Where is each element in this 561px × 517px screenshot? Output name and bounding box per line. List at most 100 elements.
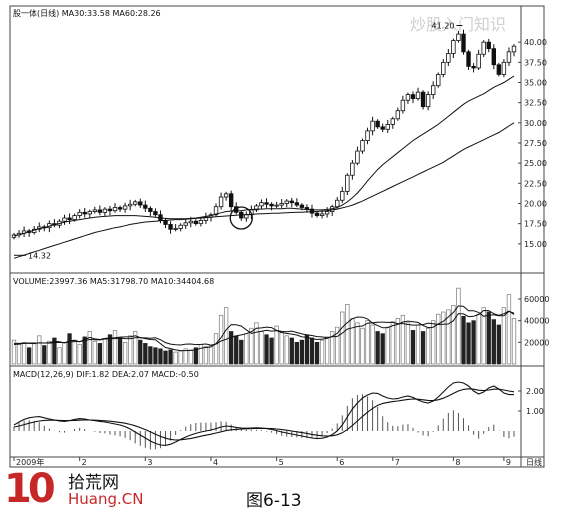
candle-body <box>410 94 416 100</box>
candlestick <box>385 119 390 133</box>
candle-body <box>314 212 320 216</box>
candlestick <box>456 30 461 43</box>
volume-bar <box>496 324 501 365</box>
candlestick <box>82 207 87 218</box>
candlestick <box>405 92 411 104</box>
candlestick <box>294 198 300 208</box>
candlestick <box>11 232 17 240</box>
candlestick <box>491 44 496 70</box>
price-tick-label: 15.00 <box>524 240 547 249</box>
volume-bar <box>345 304 350 365</box>
candle-body <box>218 196 224 208</box>
volume-bar <box>390 321 395 365</box>
volume-panel <box>11 287 517 365</box>
candle-body <box>309 208 315 214</box>
chart-frame <box>9 5 545 468</box>
volume-bar <box>511 318 517 365</box>
candlestick <box>168 221 173 234</box>
candle-body <box>62 217 67 222</box>
volume-bar <box>314 341 320 365</box>
volume-bar <box>97 343 103 365</box>
volume-bar <box>350 318 355 365</box>
candlestick <box>360 138 365 154</box>
volume-bar <box>375 331 380 365</box>
volume-bar <box>264 334 269 365</box>
candle-body <box>496 64 502 75</box>
price-tick-label: 17.50 <box>524 220 547 229</box>
price-tick-label: 25.00 <box>524 159 547 168</box>
candle-body <box>491 48 496 66</box>
macd-tick-label: 2.00 <box>526 387 544 396</box>
price-header: 股一体(日线) MA30:33.58 MA60:28.26 <box>13 8 161 18</box>
candle-body <box>370 120 375 132</box>
candle-body <box>506 51 512 63</box>
volume-bar <box>153 347 158 365</box>
candlestick <box>506 47 512 66</box>
candle-body <box>223 193 229 198</box>
candle-body <box>476 53 481 69</box>
candlestick <box>380 123 385 133</box>
volume-bar <box>148 346 153 365</box>
volume-bar <box>112 330 118 365</box>
candlestick <box>481 40 486 58</box>
ma30-line <box>13 75 515 237</box>
volume-bar <box>244 333 249 365</box>
candlestick <box>244 211 249 222</box>
candlestick <box>21 226 27 237</box>
price-tick-label: 20.00 <box>524 199 547 208</box>
volume-bar <box>461 315 466 365</box>
macd-dif-line <box>13 381 514 446</box>
candle-body <box>178 224 183 229</box>
candle-body <box>168 224 173 230</box>
candle-body <box>335 199 340 208</box>
volume-bar <box>324 336 330 365</box>
candle-body <box>365 130 370 141</box>
candlestick <box>350 159 355 180</box>
volume-bar <box>431 320 436 365</box>
volume-bar <box>87 331 92 365</box>
volume-bar <box>173 351 178 365</box>
candlestick <box>284 199 289 208</box>
candle-body <box>385 124 390 130</box>
candle-body <box>289 200 294 204</box>
volume-bar <box>198 344 204 365</box>
volume-bar <box>208 345 214 365</box>
candle-body <box>163 220 168 225</box>
candlestick <box>319 210 325 219</box>
volume-bar <box>420 331 426 365</box>
volume-bar <box>133 331 138 365</box>
volume-bar <box>395 318 400 365</box>
time-tick-label: 2 <box>82 458 87 467</box>
period-label: 日线 <box>526 457 542 467</box>
volume-tick-label: 40000 <box>524 317 549 326</box>
candlestick <box>133 199 138 207</box>
logo-digits: 10 <box>4 466 56 512</box>
candle-body <box>117 207 123 210</box>
volume-bar <box>476 313 481 365</box>
candlestick <box>193 219 199 226</box>
volume-bar <box>471 320 476 365</box>
candlestick <box>198 217 204 227</box>
volume-bar <box>11 339 17 365</box>
high-price-label: 41.20 <box>432 21 455 30</box>
candle-body <box>244 214 249 219</box>
candle-body <box>127 203 133 207</box>
volume-bar <box>223 307 229 365</box>
volume-bar <box>400 314 406 365</box>
candlestick <box>87 209 92 219</box>
candle-body <box>102 208 108 213</box>
volume-bar <box>441 311 446 365</box>
candle-body <box>511 45 517 53</box>
candle-body <box>92 209 98 212</box>
volume-bar <box>269 337 274 365</box>
candle-body <box>461 33 466 53</box>
volume-bar <box>16 344 22 365</box>
volume-bar <box>355 322 360 365</box>
volume-bar <box>163 350 168 365</box>
candlestick <box>92 206 98 214</box>
candle-body <box>390 118 395 125</box>
candle-body <box>82 211 87 215</box>
candle-body <box>107 208 113 212</box>
candlestick <box>415 87 421 101</box>
